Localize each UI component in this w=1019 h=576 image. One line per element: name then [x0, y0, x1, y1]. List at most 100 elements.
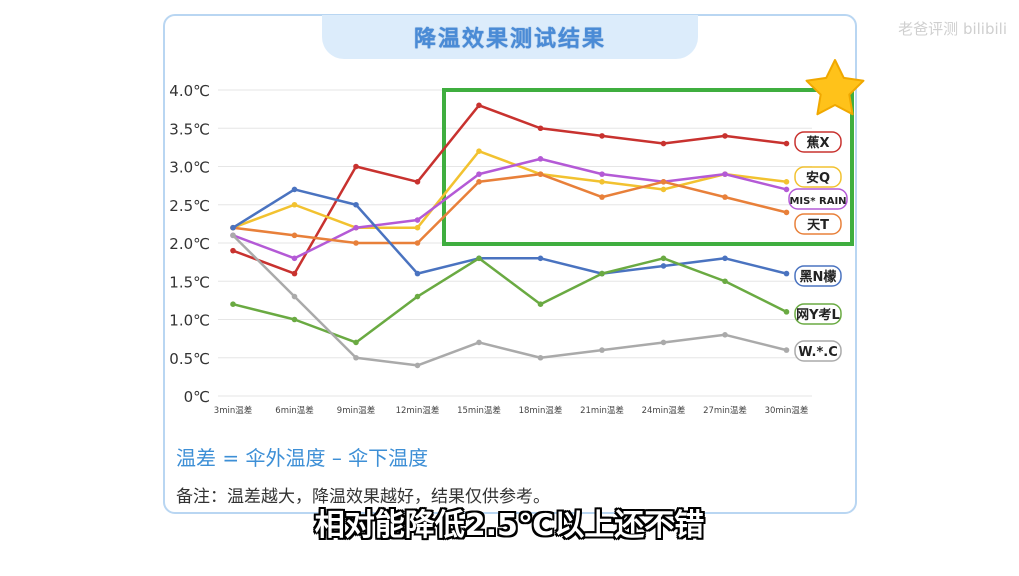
data-point: [783, 186, 790, 193]
x-tick-label: 24min温差: [642, 405, 686, 416]
data-point: [599, 171, 605, 177]
data-point: [783, 179, 790, 185]
data-point: [722, 278, 728, 285]
y-tick-label: 1.5℃: [169, 273, 210, 291]
data-point: [722, 194, 728, 200]
data-point: [476, 171, 482, 177]
data-point: [722, 133, 728, 139]
data-point: [783, 140, 790, 147]
legend-label: 安Q: [806, 170, 830, 186]
data-point: [414, 362, 421, 369]
data-point: [414, 270, 421, 277]
x-tick-label: 3min温差: [214, 405, 252, 416]
data-point: [353, 201, 359, 208]
legend-label: MIS* RAIN: [789, 196, 846, 207]
legend-pill: [794, 166, 842, 188]
data-point: [230, 232, 236, 239]
data-point: [230, 224, 236, 231]
data-point: [476, 102, 482, 109]
data-point: [353, 240, 359, 246]
data-point: [291, 201, 298, 208]
series-line: [232, 157, 787, 260]
series-line: [232, 257, 788, 344]
data-point: [414, 293, 421, 300]
data-point: [537, 301, 544, 308]
highlight-box: [442, 88, 854, 246]
x-tick-label: 12min温差: [396, 405, 440, 416]
data-point: [291, 316, 298, 323]
series-line: [232, 149, 787, 229]
legend-label: W.*.C: [798, 345, 838, 360]
y-tick-label: 0.5℃: [169, 350, 210, 368]
legend-pill: [794, 131, 842, 153]
data-point: [476, 179, 482, 185]
data-point: [660, 255, 667, 262]
data-point: [783, 270, 790, 277]
watermark: 老爸评测 bilibili: [898, 20, 1007, 38]
y-tick-label: 3.0℃: [169, 159, 210, 177]
y-tick-label: 2.5℃: [169, 197, 210, 215]
data-point: [660, 186, 667, 193]
data-point: [414, 240, 421, 246]
video-subtitle: 相对能降低2.5℃以上还不错: [314, 508, 705, 543]
data-point: [476, 255, 482, 262]
data-point: [722, 255, 728, 262]
data-point: [722, 171, 728, 177]
note-text: 备注：温差越大，降温效果越好，结果仅供参考。: [176, 487, 550, 507]
data-point: [414, 179, 421, 185]
chart-card: [163, 14, 857, 514]
data-point: [599, 270, 605, 277]
data-point: [660, 339, 667, 346]
legend-pill: [794, 340, 842, 362]
data-point: [537, 125, 544, 132]
y-tick-label: 0℃: [184, 388, 210, 406]
legend-pill: [788, 188, 848, 210]
formula-text: 温差 = 伞外温度 – 伞下温度: [176, 446, 429, 470]
y-tick-label: 3.5℃: [169, 120, 210, 138]
chart-title-banner: 降温效果测试结果: [322, 15, 698, 59]
y-tick-label: 1.0℃: [169, 312, 210, 330]
data-point: [722, 332, 728, 338]
data-point: [476, 148, 482, 154]
data-point: [783, 209, 790, 216]
series-line: [232, 188, 787, 275]
data-point: [414, 217, 421, 223]
x-tick-label: 18min温差: [519, 405, 563, 416]
data-point: [230, 247, 236, 254]
data-point: [599, 347, 605, 353]
data-point: [291, 186, 298, 193]
data-point: [291, 255, 298, 262]
data-point: [476, 339, 482, 346]
data-point: [537, 156, 544, 162]
data-point: [353, 354, 359, 361]
legend-pill: [794, 303, 842, 325]
x-tick-label: 6min温差: [275, 405, 313, 416]
data-point: [291, 232, 298, 239]
series-line: [232, 172, 787, 245]
x-tick-label: 21min温差: [580, 405, 624, 416]
data-point: [353, 224, 359, 231]
x-tick-label: 9min温差: [337, 405, 375, 416]
data-point: [414, 224, 421, 231]
y-tick-label: 4.0℃: [169, 82, 210, 100]
data-point: [660, 179, 667, 185]
data-point: [783, 309, 790, 315]
legend-label: 蕉X: [806, 135, 829, 151]
data-point: [537, 354, 544, 361]
x-tick-label: 30min温差: [765, 405, 809, 416]
x-tick-label: 15min温差: [457, 405, 501, 416]
data-point: [291, 270, 298, 277]
y-tick-label: 2.0℃: [169, 235, 210, 253]
data-point: [599, 133, 605, 139]
legend-pill: [794, 213, 842, 235]
x-tick-label: 27min温差: [703, 405, 747, 416]
data-point: [291, 293, 298, 300]
chart-title: 降温效果测试结果: [413, 27, 606, 52]
data-point: [537, 255, 544, 262]
data-point: [353, 339, 359, 346]
data-point: [783, 347, 790, 353]
legend-label: 黑N檬: [800, 269, 837, 285]
data-point: [660, 140, 667, 147]
series-line: [232, 104, 787, 275]
